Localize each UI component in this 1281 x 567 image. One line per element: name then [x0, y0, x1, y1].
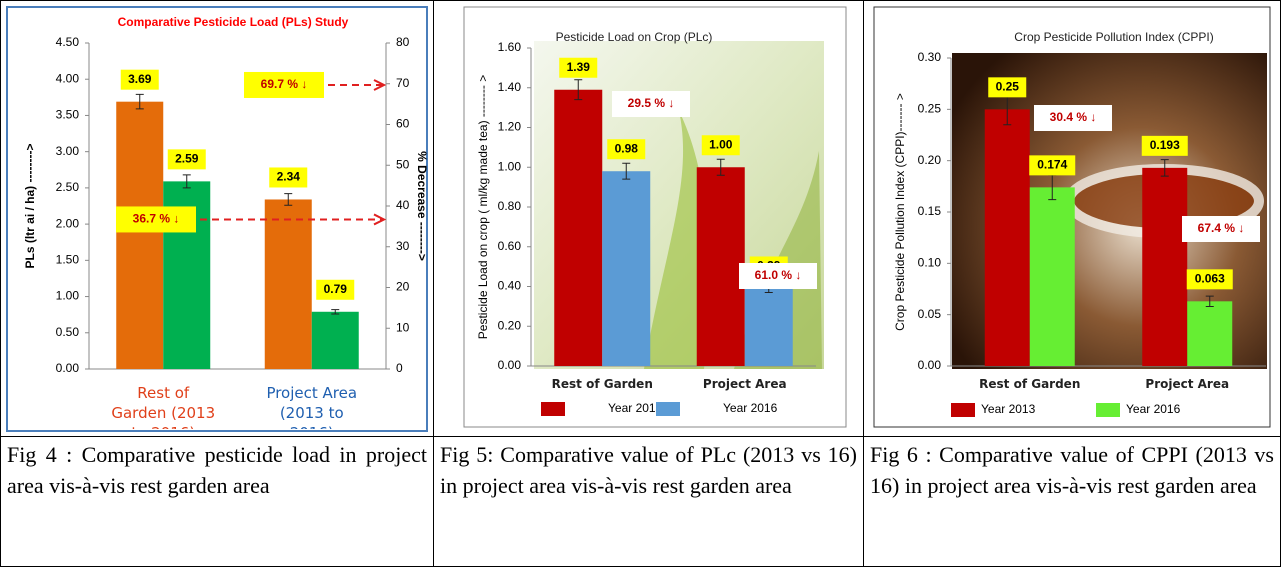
y2-axis-label: % Decrease --------> — [415, 151, 429, 261]
annotation: 30.4 % ↓ — [1050, 110, 1097, 124]
data-label: 0.98 — [615, 141, 639, 155]
annotation: 36.7 % ↓ — [133, 212, 180, 226]
y2-tick-label: 20 — [396, 280, 410, 294]
y-axis-label: Crop Pesticide Pollution Index (CPPI)---… — [893, 93, 907, 331]
y-tick-label: 0.20 — [498, 318, 522, 332]
annotation: 69.7 % ↓ — [261, 77, 308, 91]
chart: Crop Pesticide Pollution Index (CPPI) Cro… — [864, 1, 1280, 436]
y2-tick-label: 40 — [396, 198, 410, 212]
y-tick-label: 1.50 — [56, 253, 80, 267]
bar — [697, 167, 745, 366]
y-tick-label: 0.00 — [56, 361, 80, 375]
caption: Fig 6 : Comparative value of CPPI (2013 … — [863, 436, 1281, 567]
y-tick-label: 0.00 — [498, 358, 522, 372]
legend-label: Year 2013 — [608, 401, 663, 415]
y-tick-label: 1.60 — [498, 40, 522, 54]
caption: Fig 4 : Comparative pesticide load in pr… — [0, 436, 434, 567]
annotation: 61.0 % ↓ — [755, 268, 802, 282]
y-axis-label: PLs (ltr ai / ha) --------> — [23, 144, 37, 269]
x-tick-label-box: Rest of Garden (2013 to 2016) — [89, 383, 238, 429]
y-tick-label: 1.20 — [498, 120, 522, 134]
bar — [265, 199, 312, 369]
bar — [1030, 187, 1075, 366]
data-label: 0.79 — [324, 282, 348, 296]
legend-swatch — [951, 403, 975, 417]
y2-tick-label: 30 — [396, 239, 410, 253]
y-tick-label: 2.50 — [56, 180, 80, 194]
y-axis-label: Pesticide Load on crop ( ml/kg made tea)… — [476, 75, 490, 339]
y2-tick-label: 60 — [396, 117, 410, 131]
y-tick-label: 4.00 — [56, 71, 80, 85]
data-label: 2.34 — [277, 170, 301, 184]
y-tick-label: 1.00 — [498, 159, 522, 173]
legend-swatch — [1096, 403, 1120, 417]
x-tick-label: Rest of Garden (2013 to 2016) — [89, 383, 238, 429]
bar — [745, 288, 793, 366]
x-tick-label: Project Area — [674, 374, 817, 394]
x-tick-label: Rest of Garden — [951, 374, 1109, 394]
bar — [554, 90, 602, 366]
chart-title: Comparative Pesticide Load (PLs) Study — [118, 15, 349, 29]
x-tick-label: Project Area — [1109, 374, 1267, 394]
chart: Pesticide Load on Crop (PLc) Pesticide Lo… — [434, 1, 863, 436]
x-tick-label: Rest of Garden — [531, 374, 674, 394]
data-label: 0.174 — [1037, 158, 1067, 172]
legend-label: Year 2016 — [723, 401, 778, 415]
data-label: 1.39 — [567, 60, 591, 74]
data-label: 3.69 — [128, 72, 152, 86]
caption: Fig 5: Comparative value of PLc (2013 vs… — [433, 436, 864, 567]
bar — [602, 171, 650, 366]
y2-tick-label: 0 — [396, 361, 403, 375]
annotation: 29.5 % ↓ — [628, 96, 675, 110]
page: Comparative Pesticide Load (PLs) Study PL… — [0, 0, 1281, 567]
y-tick-label: 3.00 — [56, 144, 80, 158]
y-tick-label: 0.30 — [918, 50, 942, 64]
bar — [985, 109, 1030, 366]
x-tick-label-box: Project Area (2013 to 2016) — [238, 383, 387, 429]
legend-swatch — [656, 402, 680, 416]
y2-tick-label: 10 — [396, 320, 410, 334]
y-tick-label: 0.80 — [498, 199, 522, 213]
legend-label: Year 2016 — [1126, 402, 1181, 416]
bar — [1142, 168, 1187, 366]
y-tick-label: 1.00 — [56, 289, 80, 303]
legend-label: Year 2013 — [981, 402, 1036, 416]
y-tick-label: 1.40 — [498, 80, 522, 94]
bar — [312, 312, 359, 369]
legend-swatch — [541, 402, 565, 416]
y-tick-label: 0.25 — [918, 102, 942, 116]
bar — [116, 102, 163, 369]
y-tick-label: 0.10 — [918, 256, 942, 270]
data-label: 0.063 — [1195, 271, 1225, 285]
annotation: 67.4 % ↓ — [1198, 221, 1245, 235]
data-label: 0.25 — [996, 80, 1020, 94]
chart-title: Pesticide Load on Crop (PLc) — [556, 30, 713, 44]
x-tick-label: Project Area (2013 to 2016) — [238, 383, 387, 429]
y-tick-label: 0.00 — [918, 358, 942, 372]
y-tick-label: 0.05 — [918, 307, 942, 321]
figure-cell: Pesticide Load on Crop (PLc) Pesticide Lo… — [433, 0, 864, 437]
y2-tick-label: 70 — [396, 76, 410, 90]
chart-title: Crop Pesticide Pollution Index (CPPI) — [1014, 30, 1213, 44]
y-tick-label: 4.50 — [56, 35, 80, 49]
data-label: 1.00 — [709, 137, 733, 151]
y2-tick-label: 80 — [396, 35, 410, 49]
y-tick-label: 0.50 — [56, 325, 80, 339]
figure-cell: Crop Pesticide Pollution Index (CPPI) Cro… — [863, 0, 1281, 437]
y-tick-label: 0.60 — [498, 239, 522, 253]
y-tick-label: 0.20 — [918, 153, 942, 167]
figure-cell: Comparative Pesticide Load (PLs) Study PL… — [0, 0, 434, 437]
y2-tick-label: 50 — [396, 157, 410, 171]
y-tick-label: 3.50 — [56, 108, 80, 122]
y-tick-label: 2.00 — [56, 216, 80, 230]
data-label: 2.59 — [175, 152, 199, 166]
y-tick-label: 0.15 — [918, 204, 942, 218]
data-label: 0.193 — [1150, 138, 1180, 152]
chart: Comparative Pesticide Load (PLs) Study PL… — [1, 1, 433, 436]
bar — [1187, 301, 1232, 366]
y-tick-label: 0.40 — [498, 279, 522, 293]
